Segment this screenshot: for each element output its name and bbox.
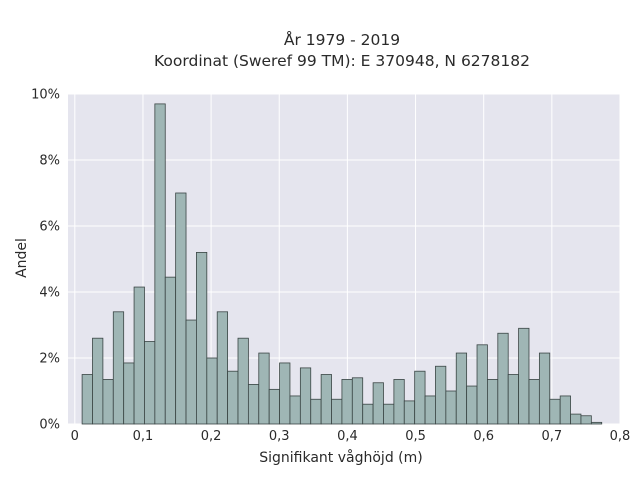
histogram-bar — [559, 395, 571, 425]
histogram-bar — [487, 379, 499, 425]
histogram-bar — [414, 370, 426, 425]
histogram-bar — [279, 362, 291, 425]
histogram-bar — [383, 403, 395, 425]
histogram-bar — [351, 377, 364, 425]
x-tick-label: 0,1 — [133, 429, 154, 444]
histogram-bar — [216, 311, 229, 425]
x-tick-label: 0,8 — [610, 429, 631, 444]
y-tick-label: 6% — [39, 220, 60, 235]
histogram-bar — [497, 332, 509, 425]
histogram-bar — [341, 379, 353, 425]
histogram-bar — [580, 415, 592, 425]
histogram-bar — [206, 357, 218, 425]
histogram-bar — [175, 192, 187, 425]
y-tick-label: 10% — [31, 88, 60, 103]
histogram-bar — [227, 370, 239, 425]
histogram-bars — [81, 103, 603, 425]
histogram-bar — [507, 374, 519, 425]
histogram-bar — [247, 383, 260, 425]
histogram-bar — [320, 374, 332, 425]
histogram-bar — [112, 311, 125, 425]
chart-title: År 1979 - 2019 — [284, 30, 400, 49]
histogram-bar — [372, 382, 384, 425]
histogram-bar — [518, 327, 530, 425]
histogram-bar — [164, 276, 177, 425]
x-tick-label: 0,3 — [269, 429, 290, 444]
histogram-bar — [81, 374, 93, 425]
y-axis-label: Andel — [14, 238, 30, 278]
histogram-bar — [258, 352, 270, 425]
histogram-bar — [570, 413, 582, 425]
histogram-bar — [144, 341, 156, 425]
histogram-bar — [237, 337, 249, 425]
histogram-bar — [331, 398, 343, 425]
histogram-bar — [424, 395, 436, 425]
histogram-bar — [435, 365, 447, 425]
x-tick-label: 0,7 — [542, 429, 563, 444]
histogram-bar — [466, 385, 478, 425]
histogram-bar — [123, 362, 135, 425]
histogram-bar — [299, 367, 312, 425]
histogram-bar — [362, 403, 374, 425]
y-tick-label: 2% — [39, 352, 60, 367]
histogram-bar — [528, 379, 540, 425]
y-axis-ticks: 0% 2% 4% 6% 8% 10% — [31, 88, 60, 433]
histogram-bar — [549, 398, 561, 425]
x-tick-label: 0,5 — [405, 429, 426, 444]
histogram-bar — [455, 352, 468, 425]
x-tick-label: 0,6 — [473, 429, 494, 444]
histogram-bar — [476, 344, 488, 425]
y-tick-label: 4% — [39, 286, 60, 301]
x-tick-label: 0,2 — [201, 429, 222, 444]
histogram-bar — [538, 352, 551, 425]
histogram-bar — [590, 421, 603, 425]
histogram-bar — [92, 337, 104, 425]
histogram-bar — [393, 379, 405, 425]
histogram-bar — [154, 103, 166, 425]
histogram-bar — [403, 400, 416, 425]
histogram-bar — [133, 286, 145, 425]
x-axis-label: Signifikant våghöjd (m) — [259, 449, 422, 466]
x-axis-ticks: 0 0,1 0,2 0,3 0,4 0,5 0,6 0,7 0,8 — [71, 429, 631, 444]
histogram-bar — [445, 390, 457, 425]
histogram-bar — [185, 319, 197, 425]
y-tick-label: 8% — [39, 154, 60, 169]
chart-subtitle: Koordinat (Sweref 99 TM): E 370948, N 62… — [154, 52, 530, 70]
histogram-bar — [289, 395, 301, 425]
histogram-bar — [268, 388, 280, 425]
x-tick-label: 0,4 — [337, 429, 358, 444]
histogram-bar — [310, 398, 322, 425]
x-tick-label: 0 — [71, 429, 79, 444]
y-tick-label: 0% — [39, 418, 60, 433]
histogram-bar — [102, 379, 114, 425]
histogram-bar — [196, 251, 208, 425]
